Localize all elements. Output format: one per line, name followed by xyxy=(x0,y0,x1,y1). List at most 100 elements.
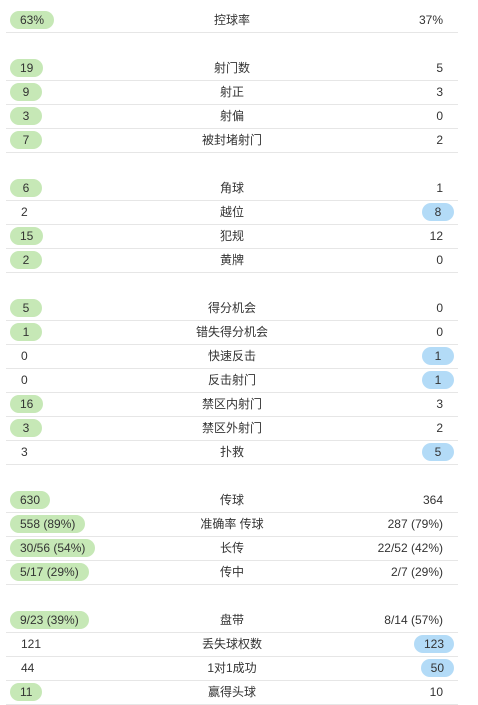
home-value: 44 xyxy=(21,661,35,675)
away-value-cell: 1 xyxy=(436,177,454,200)
stat-row: 赢得头球 11 10 xyxy=(6,681,458,705)
stat-label: 传球 xyxy=(219,493,244,507)
stat-label: 丢失球权数 xyxy=(201,637,262,651)
away-value: 364 xyxy=(422,493,443,507)
home-value-cell: 3 xyxy=(10,105,42,128)
home-value-cell: 2 xyxy=(10,249,42,272)
home-value-cell: 5 xyxy=(10,297,42,320)
home-value-cell: 9/23 (39%) xyxy=(10,609,89,632)
stat-label: 反击射门 xyxy=(207,373,256,387)
home-value-cell: 3 xyxy=(10,441,28,464)
away-value: 0 xyxy=(436,253,443,267)
stat-row: 禁区外射门 3 2 xyxy=(6,417,458,441)
home-value-cell: 3 xyxy=(10,417,42,440)
away-value-cell: 2 xyxy=(436,129,454,152)
away-value-cell: 0 xyxy=(436,105,454,128)
stat-label: 长传 xyxy=(219,541,244,555)
home-value: 0 xyxy=(21,373,28,387)
stat-label: 赢得头球 xyxy=(207,685,256,699)
home-value-highlight: 1 xyxy=(10,323,42,341)
stat-label: 扑救 xyxy=(219,445,244,459)
home-value-highlight: 5/17 (29%) xyxy=(10,563,89,581)
home-value-highlight: 9 xyxy=(10,83,42,101)
away-value-highlight: 123 xyxy=(413,635,454,653)
stat-row: 禁区内射门 16 3 xyxy=(6,393,458,417)
away-value-highlight: 50 xyxy=(420,659,454,677)
away-value-cell: 0 xyxy=(436,297,454,320)
away-value-cell: 37% xyxy=(419,9,454,32)
away-value: 0 xyxy=(436,301,443,315)
away-value-cell: 3 xyxy=(436,393,454,416)
home-value-cell: 558 (89%) xyxy=(10,513,86,536)
home-value-cell: 6 xyxy=(10,177,42,200)
away-value-cell: 287 (79%) xyxy=(388,513,454,536)
home-value-highlight: 3 xyxy=(10,107,42,125)
stat-label: 传中 xyxy=(219,565,244,579)
home-value-highlight: 5 xyxy=(10,299,42,317)
home-value-cell: 11 xyxy=(10,681,43,704)
away-value-cell: 2/7 (29%) xyxy=(391,561,454,584)
away-value: 22/52 (42%) xyxy=(377,541,443,555)
away-value-highlight: 1 xyxy=(422,371,454,389)
away-value-cell: 8 xyxy=(422,201,454,224)
stat-row: 传球 630 364 xyxy=(6,489,458,513)
home-value-cell: 5/17 (29%) xyxy=(10,561,89,584)
home-value: 121 xyxy=(21,637,42,651)
home-value-highlight: 16 xyxy=(10,395,44,413)
away-value-cell: 10 xyxy=(430,681,454,704)
home-value-cell: 630 xyxy=(10,489,51,512)
away-value-cell: 22/52 (42%) xyxy=(378,537,454,560)
stat-label: 准确率 传球 xyxy=(200,517,264,531)
away-value-cell: 1 xyxy=(422,345,454,368)
stat-label: 快速反击 xyxy=(207,349,256,363)
home-value-cell: 0 xyxy=(10,345,28,368)
away-value: 0 xyxy=(436,325,443,339)
away-value-cell: 12 xyxy=(430,225,454,248)
home-value-cell: 0 xyxy=(10,369,28,392)
home-value-cell: 30/56 (54%) xyxy=(10,537,96,560)
home-value-highlight: 3 xyxy=(10,419,42,437)
home-value-cell: 15 xyxy=(10,225,44,248)
stat-label: 盘带 xyxy=(219,613,244,627)
home-value-cell: 9 xyxy=(10,81,42,104)
stat-row: 丢失球权数 121 123 xyxy=(6,633,458,657)
away-value-cell: 0 xyxy=(436,321,454,344)
home-value-cell: 121 xyxy=(10,633,41,656)
home-value-highlight: 9/23 (39%) xyxy=(10,611,89,629)
stat-label: 被封堵射门 xyxy=(201,133,262,147)
stat-label: 1对1成功 xyxy=(207,661,257,675)
stat-row: 射门数 19 5 xyxy=(6,57,458,81)
away-value-cell: 50 xyxy=(420,657,454,680)
home-value-cell: 16 xyxy=(10,393,44,416)
away-value: 0 xyxy=(436,109,443,123)
away-value-cell: 8/14 (57%) xyxy=(384,609,454,632)
away-value-cell: 2 xyxy=(436,417,454,440)
away-value: 10 xyxy=(429,685,443,699)
away-value: 3 xyxy=(436,85,443,99)
home-value-highlight: 11 xyxy=(10,683,43,701)
home-value: 0 xyxy=(21,349,28,363)
stat-row: 盘带 9/23 (39%) 8/14 (57%) xyxy=(6,609,458,633)
stat-row: 控球率 63% 37% xyxy=(6,9,458,33)
home-value-highlight: 6 xyxy=(10,179,42,197)
stat-label: 越位 xyxy=(219,205,244,219)
stat-row: 角球 6 1 xyxy=(6,177,458,201)
home-value-cell: 1 xyxy=(10,321,42,344)
home-value-highlight: 30/56 (54%) xyxy=(10,539,96,557)
away-value-cell: 0 xyxy=(436,249,454,272)
stat-label: 得分机会 xyxy=(207,301,256,315)
stat-label: 禁区外射门 xyxy=(201,421,262,435)
home-value: 2 xyxy=(21,205,28,219)
stat-label: 射偏 xyxy=(219,109,244,123)
stat-label: 射正 xyxy=(219,85,244,99)
stat-row: 射偏 3 0 xyxy=(6,105,458,129)
away-value: 12 xyxy=(429,229,443,243)
home-value-highlight: 7 xyxy=(10,131,42,149)
away-value: 5 xyxy=(436,61,443,75)
home-value-cell: 7 xyxy=(10,129,42,152)
away-value-cell: 5 xyxy=(422,441,454,464)
home-value: 3 xyxy=(21,445,28,459)
stat-row: 犯规 15 12 xyxy=(6,225,458,249)
stat-row: 被封堵射门 7 2 xyxy=(6,129,458,153)
